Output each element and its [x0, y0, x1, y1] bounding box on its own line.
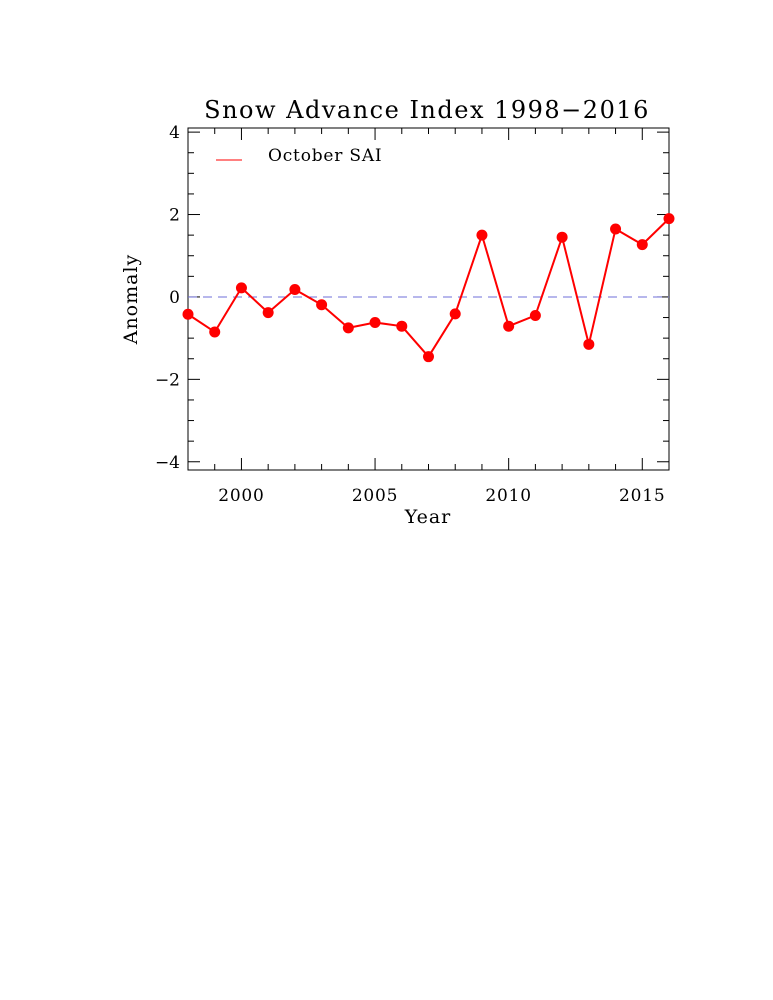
data-point-2015 [636, 239, 648, 251]
x-tick-label: 2005 [352, 486, 398, 506]
data-point-2002 [289, 284, 301, 296]
x-tick-label: 2010 [485, 486, 531, 506]
data-point-2004 [342, 322, 354, 334]
axis-ticks [187, 128, 670, 470]
data-point-2003 [316, 299, 328, 311]
y-axis-label: Anomaly [120, 254, 142, 346]
data-point-2005 [369, 316, 381, 328]
y-tick-label: −4 [155, 453, 180, 473]
y-tick-label: 2 [169, 206, 180, 226]
data-point-2001 [262, 307, 274, 319]
data-point-2006 [396, 320, 408, 332]
legend-label-october-sai: October SAI [268, 146, 382, 166]
data-point-2016 [663, 213, 675, 225]
series-line [187, 217, 670, 358]
axis-tick-labels: 2000 2005 2010 2015 −4 −2 0 2 4 [155, 123, 665, 506]
x-tick-label: 2000 [218, 486, 264, 506]
plot-area [187, 127, 670, 471]
x-tick-label: 2015 [619, 486, 665, 506]
y-tick-label: 0 [169, 288, 180, 308]
data-point-2012 [556, 231, 568, 243]
y-tick-label: 4 [169, 123, 180, 143]
x-axis-label: Year [404, 506, 452, 528]
series-october-sai [182, 213, 675, 363]
data-point-2009 [476, 229, 488, 241]
axes-frame [187, 127, 670, 471]
data-point-2007 [423, 351, 434, 363]
data-point-1999 [209, 326, 221, 338]
data-point-2008 [449, 308, 461, 320]
data-point-1998 [182, 308, 194, 320]
data-point-2014 [610, 223, 622, 235]
y-tick-label: −2 [155, 370, 180, 390]
chart-title: Snow Advance Index 1998−2016 [204, 96, 650, 124]
data-point-2000 [235, 282, 247, 294]
data-point-2010 [503, 320, 515, 332]
data-point-2011 [529, 309, 541, 321]
data-point-2013 [583, 338, 595, 350]
legend: October SAI [216, 146, 382, 166]
